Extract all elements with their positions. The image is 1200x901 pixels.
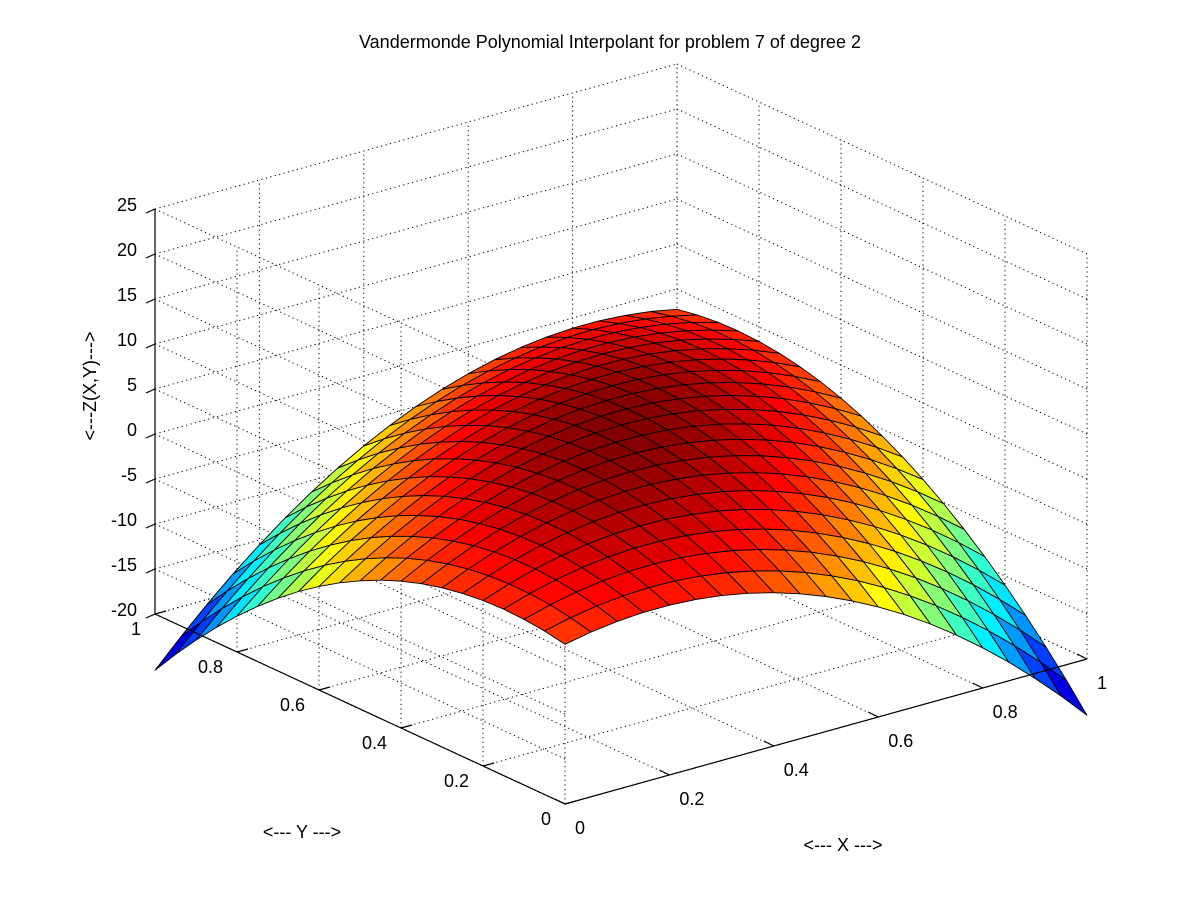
surface-mesh — [154, 308, 1088, 716]
z-tick-mark — [145, 343, 156, 349]
x-tick-label: 0.4 — [784, 760, 809, 780]
z-tick-label: -10 — [111, 510, 137, 530]
x-tick-mark — [1076, 653, 1088, 660]
grid-rightwall-z — [676, 333, 1088, 525]
grid-leftwall-z — [154, 298, 566, 490]
z-tick-mark — [145, 433, 156, 439]
z-tick-mark — [145, 568, 156, 574]
y-tick-mark — [236, 648, 249, 653]
y-axis-label: <--- Y ---> — [263, 822, 341, 842]
z-tick-mark — [145, 478, 156, 484]
z-tick-label: -20 — [111, 600, 137, 620]
x-tick-mark — [867, 711, 879, 718]
grid-backwall-z — [154, 63, 678, 210]
z-tick-label: 0 — [127, 420, 137, 440]
z-axis-label: <---Z(X,Y)---> — [80, 332, 100, 441]
x-tick-mark — [659, 769, 670, 776]
y-tick-mark — [564, 800, 577, 805]
grid-backwall-z — [154, 243, 678, 390]
grid-floor-x — [363, 555, 775, 747]
chart-title: Vandermonde Polynomial Interpolant for p… — [359, 32, 861, 52]
grid-leftwall-z — [154, 343, 566, 535]
grid-backwall-z — [154, 153, 678, 300]
grid-floor-y — [482, 620, 1006, 767]
grid-rightwall-z — [676, 198, 1088, 390]
grid-backwall-z — [154, 108, 678, 255]
grid-rightwall-z — [676, 153, 1088, 345]
grid-leftwall-z — [154, 568, 566, 760]
y-axis-line — [154, 613, 566, 805]
tick-labels: 00.20.40.60.8100.20.40.60.81-20-15-10-50… — [111, 195, 1107, 838]
y-tick-label: 0 — [541, 809, 551, 829]
grid-rightwall-z — [676, 63, 1088, 255]
grid-floor-x — [259, 584, 670, 776]
y-tick-mark — [318, 686, 331, 691]
y-tick-mark — [154, 610, 167, 615]
x-tick-label: 0.2 — [679, 789, 704, 809]
z-tick-mark — [145, 388, 156, 394]
x-tick-label: 0.8 — [993, 702, 1018, 722]
z-tick-label: 15 — [117, 285, 137, 305]
z-tick-mark — [145, 253, 156, 259]
grid-rightwall-z — [676, 108, 1088, 300]
y-tick-mark — [400, 724, 413, 729]
x-tick-mark — [554, 798, 566, 805]
z-tick-label: 5 — [127, 375, 137, 395]
y-tick-mark — [482, 762, 495, 767]
y-tick-label: 0.8 — [198, 657, 223, 677]
grid-rightwall-z — [676, 288, 1088, 480]
axes-frame — [145, 208, 1088, 805]
grid-leftwall-z — [154, 253, 566, 445]
grid-backwall-z — [154, 198, 678, 345]
z-tick-label: 20 — [117, 240, 137, 260]
surface-patch — [544, 617, 592, 645]
x-tick-label: 0 — [575, 818, 585, 838]
x-tick-mark — [972, 682, 983, 689]
z-tick-label: 25 — [117, 195, 137, 215]
y-tick-label: 0.2 — [444, 771, 469, 791]
x-axis-line — [564, 658, 1088, 805]
z-tick-label: 10 — [117, 330, 137, 350]
x-tick-label: 0.6 — [888, 731, 913, 751]
z-tick-mark — [145, 208, 156, 214]
grid-floor-x — [467, 526, 879, 718]
y-tick-label: 0.4 — [362, 733, 387, 753]
z-tick-mark — [145, 523, 156, 529]
y-tick-label: 1 — [131, 619, 141, 639]
x-tick-label: 1 — [1097, 673, 1107, 693]
grid-leftwall-z — [154, 523, 566, 715]
z-tick-mark — [145, 298, 156, 304]
z-tick-label: -5 — [121, 465, 137, 485]
grid-floor-y — [400, 582, 924, 729]
grid-backwall-z — [154, 288, 678, 435]
x-tick-mark — [763, 740, 775, 747]
grid-rightwall-z — [676, 243, 1088, 435]
x-axis-label: <--- X ---> — [804, 835, 883, 855]
z-tick-label: -15 — [111, 555, 137, 575]
z-tick-mark — [145, 613, 156, 619]
y-tick-label: 0.6 — [280, 695, 305, 715]
grid-leftwall-z — [154, 208, 566, 400]
